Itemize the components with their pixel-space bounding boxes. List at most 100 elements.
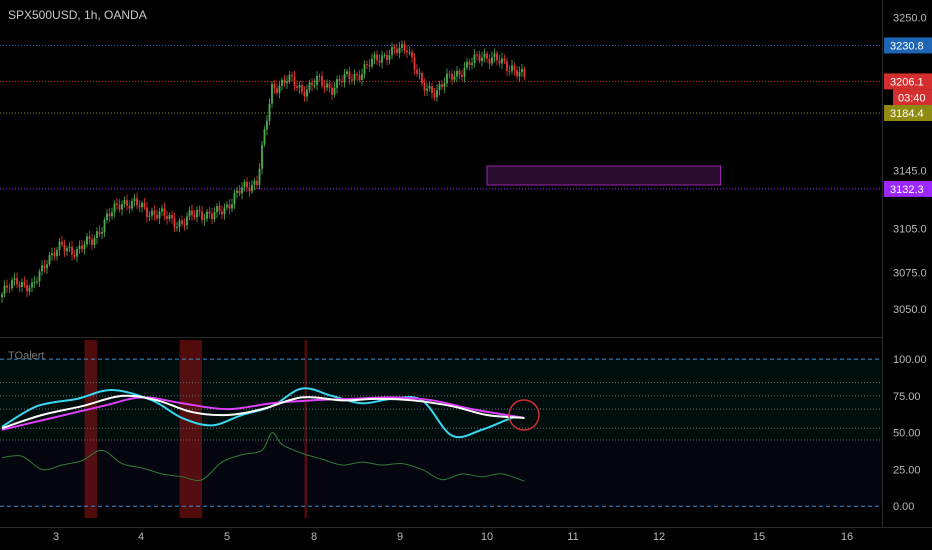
candle-body[interactable] — [213, 212, 216, 220]
osc-series-green[interactable] — [1, 432, 525, 482]
candle-body[interactable] — [108, 213, 111, 217]
candle-body[interactable] — [236, 190, 238, 193]
candle-body[interactable] — [163, 208, 166, 216]
candle-body[interactable] — [418, 73, 421, 75]
candle-body[interactable] — [343, 74, 346, 83]
price-pane[interactable] — [0, 40, 882, 303]
candle-body[interactable] — [13, 278, 16, 281]
candle-body[interactable] — [61, 241, 63, 245]
candle-body[interactable] — [233, 192, 236, 205]
candle-body[interactable] — [33, 281, 36, 283]
candle-body[interactable] — [141, 202, 143, 208]
candle-body[interactable] — [518, 72, 521, 77]
candle-body[interactable] — [308, 82, 311, 90]
candle-body[interactable] — [493, 53, 496, 58]
candle-body[interactable] — [406, 50, 408, 53]
candle-body[interactable] — [498, 60, 501, 64]
candle-body[interactable] — [116, 203, 118, 205]
candle-body[interactable] — [128, 205, 131, 209]
candle-body[interactable] — [71, 246, 73, 255]
candle-body[interactable] — [268, 103, 271, 121]
candle-body[interactable] — [353, 74, 356, 81]
candle-body[interactable] — [516, 70, 518, 77]
candle-body[interactable] — [203, 218, 206, 220]
candle-body[interactable] — [76, 248, 78, 257]
candle-body[interactable] — [456, 70, 458, 77]
candle-body[interactable] — [508, 70, 511, 72]
candle-body[interactable] — [63, 244, 66, 252]
candle-body[interactable] — [258, 168, 261, 186]
candle-body[interactable] — [41, 265, 43, 272]
candle-body[interactable] — [336, 79, 338, 88]
candle-body[interactable] — [191, 210, 193, 216]
candle-body[interactable] — [333, 87, 336, 95]
candle-body[interactable] — [246, 181, 248, 188]
candle-body[interactable] — [483, 53, 486, 58]
candle-body[interactable] — [208, 211, 211, 214]
candle-body[interactable] — [1, 294, 3, 298]
candle-body[interactable] — [113, 203, 116, 213]
candle-body[interactable] — [361, 74, 363, 80]
candle-body[interactable] — [423, 83, 426, 91]
candle-body[interactable] — [373, 54, 376, 59]
candle-body[interactable] — [358, 75, 361, 80]
candle-body[interactable] — [416, 69, 418, 74]
candle-body[interactable] — [458, 70, 461, 75]
candle-body[interactable] — [93, 238, 96, 245]
candle-body[interactable] — [23, 282, 26, 286]
candle-body[interactable] — [198, 209, 201, 212]
candle-body[interactable] — [36, 281, 38, 283]
candle-body[interactable] — [26, 285, 28, 292]
candle-body[interactable] — [311, 82, 313, 86]
osc-series-cyan[interactable] — [1, 387, 525, 439]
candle-body[interactable] — [98, 231, 101, 234]
candle-body[interactable] — [186, 216, 188, 226]
candle-body[interactable] — [348, 71, 351, 80]
candle-body[interactable] — [168, 214, 171, 219]
candle-body[interactable] — [273, 83, 276, 89]
candle-body[interactable] — [101, 231, 103, 234]
candle-body[interactable] — [433, 93, 436, 98]
candle-body[interactable] — [503, 58, 506, 62]
candle-body[interactable] — [428, 86, 431, 89]
candle-body[interactable] — [106, 213, 108, 220]
candle-body[interactable] — [133, 198, 136, 202]
candle-body[interactable] — [66, 248, 68, 252]
osc-series-white[interactable] — [1, 394, 525, 430]
candle-body[interactable] — [103, 219, 106, 232]
candle-body[interactable] — [471, 63, 473, 65]
candle-body[interactable] — [176, 226, 178, 228]
candle-body[interactable] — [118, 204, 121, 210]
candle-body[interactable] — [78, 245, 81, 249]
candle-body[interactable] — [148, 215, 151, 217]
candle-body[interactable] — [363, 64, 366, 75]
candle-body[interactable] — [193, 215, 196, 217]
candle-body[interactable] — [476, 54, 478, 56]
candle-body[interactable] — [91, 239, 93, 245]
candle-body[interactable] — [301, 84, 303, 92]
candle-body[interactable] — [446, 73, 448, 84]
candle-body[interactable] — [286, 81, 288, 83]
candle-body[interactable] — [96, 231, 98, 239]
candle-body[interactable] — [166, 215, 168, 219]
candle-body[interactable] — [323, 85, 326, 88]
candle-body[interactable] — [306, 89, 308, 97]
candle-body[interactable] — [3, 285, 6, 295]
candle-body[interactable] — [86, 236, 88, 245]
candle-body[interactable] — [31, 282, 33, 288]
candle-body[interactable] — [421, 73, 423, 84]
candle-body[interactable] — [6, 285, 8, 288]
candle-body[interactable] — [196, 209, 198, 217]
candle-body[interactable] — [321, 76, 323, 86]
candle-body[interactable] — [461, 74, 463, 77]
candle-body[interactable] — [466, 61, 468, 68]
candle-body[interactable] — [341, 81, 343, 83]
candle-body[interactable] — [156, 214, 158, 219]
candle-body[interactable] — [56, 250, 58, 257]
candle-body[interactable] — [303, 91, 306, 97]
candle-body[interactable] — [83, 244, 86, 250]
candle-body[interactable] — [88, 236, 91, 240]
candle-body[interactable] — [58, 241, 61, 251]
candle-body[interactable] — [328, 83, 331, 88]
